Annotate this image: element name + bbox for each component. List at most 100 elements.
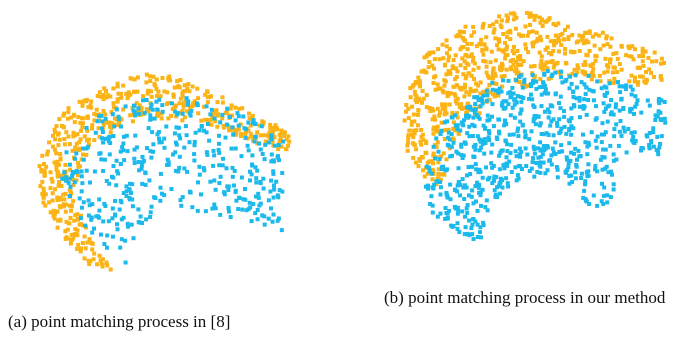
point <box>485 89 489 93</box>
point <box>76 115 80 119</box>
point <box>87 199 91 203</box>
point <box>78 164 82 168</box>
point <box>173 86 177 90</box>
point <box>79 129 83 133</box>
point <box>446 211 450 215</box>
point <box>446 58 450 62</box>
point <box>496 117 500 121</box>
point <box>593 164 597 168</box>
point <box>136 75 140 79</box>
point <box>587 202 591 206</box>
point <box>59 198 63 202</box>
point <box>472 68 476 72</box>
point <box>582 189 586 193</box>
point <box>62 170 66 174</box>
point <box>601 121 605 125</box>
point <box>476 115 480 119</box>
point <box>473 124 477 128</box>
point <box>129 76 133 80</box>
point <box>112 124 116 128</box>
point <box>535 39 539 43</box>
point <box>534 14 538 18</box>
point <box>648 104 652 108</box>
point <box>272 184 276 188</box>
point <box>198 173 202 177</box>
point <box>546 168 550 172</box>
point <box>566 25 570 29</box>
point <box>482 223 486 227</box>
point <box>98 209 102 213</box>
point <box>49 186 53 190</box>
point <box>208 112 212 116</box>
point <box>250 172 254 176</box>
point <box>532 175 536 179</box>
point <box>47 200 51 204</box>
point <box>585 170 589 174</box>
point <box>612 134 616 138</box>
point <box>67 106 71 110</box>
point <box>406 149 410 153</box>
point <box>610 110 614 114</box>
point <box>165 90 169 94</box>
point <box>641 75 645 79</box>
point <box>188 140 192 144</box>
point <box>133 134 137 138</box>
caption: (a) point matching process in [8] <box>8 310 338 334</box>
point <box>464 25 468 29</box>
point <box>40 180 44 184</box>
point <box>440 102 444 106</box>
point <box>646 99 650 103</box>
point <box>472 89 476 93</box>
point <box>174 125 178 129</box>
point <box>438 157 442 161</box>
point <box>237 124 241 128</box>
point <box>590 130 594 134</box>
point <box>471 116 475 120</box>
point <box>531 73 535 77</box>
point <box>528 169 532 173</box>
point <box>532 145 536 149</box>
point <box>148 149 152 153</box>
point <box>424 151 428 155</box>
point <box>611 52 615 56</box>
point <box>466 116 470 120</box>
point <box>441 89 445 93</box>
point <box>432 152 436 156</box>
point <box>618 130 622 134</box>
point <box>75 142 79 146</box>
point <box>412 113 416 117</box>
point <box>553 71 557 75</box>
point <box>457 166 461 170</box>
point <box>111 87 115 91</box>
point <box>527 30 531 34</box>
point <box>81 241 85 245</box>
point <box>272 213 276 217</box>
point <box>172 95 176 99</box>
point <box>439 212 443 216</box>
point <box>542 73 546 77</box>
point <box>96 94 100 98</box>
point <box>505 155 509 159</box>
point <box>554 92 558 96</box>
point <box>549 39 553 43</box>
point <box>99 233 103 237</box>
point <box>212 179 216 183</box>
point <box>149 89 153 93</box>
point <box>49 170 53 174</box>
point <box>524 47 528 51</box>
point <box>243 187 247 191</box>
point <box>509 113 513 117</box>
point <box>484 35 488 39</box>
point <box>580 172 584 176</box>
point <box>60 184 64 188</box>
point <box>434 136 438 140</box>
point <box>196 111 200 115</box>
point <box>465 206 469 210</box>
point <box>412 143 416 147</box>
point <box>53 187 57 191</box>
point <box>144 183 148 187</box>
point <box>534 87 538 91</box>
point <box>147 178 151 182</box>
point <box>603 57 607 61</box>
point <box>588 31 592 35</box>
